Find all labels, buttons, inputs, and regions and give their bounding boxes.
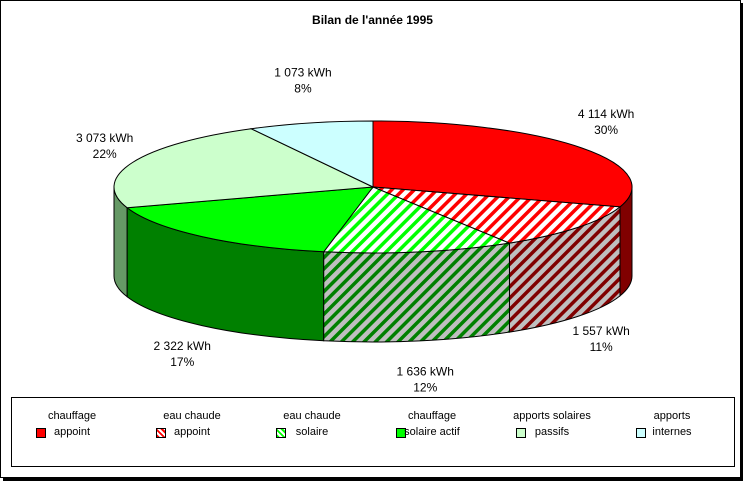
- legend-swatch: [36, 428, 46, 438]
- legend-item-eau-chaude-solaire: eau chaude solaire: [252, 410, 372, 450]
- value-label: 4 114 kWh: [578, 107, 634, 121]
- pie-slice-eau-chaude-appoint: [372, 186, 622, 244]
- legend-label-line2: solaire: [295, 426, 329, 438]
- pie-side-eau-chaude-solaire: [323, 242, 510, 343]
- legend-label-line1: chauffage: [47, 410, 97, 422]
- percent-label: 17%: [170, 355, 194, 369]
- data-label-apports-solaires-passifs: 3 073 kWh 22%: [76, 131, 133, 161]
- value-label: 1 636 kWh: [397, 365, 454, 379]
- legend-item-apports-internes: apports internes: [612, 410, 732, 450]
- percent-label: 12%: [413, 381, 437, 395]
- chart-title: Bilan de l'année 1995: [312, 13, 433, 27]
- legend-label-line2: internes: [652, 426, 692, 438]
- legend-item-apports-solaires-passifs: apports solaires passifs: [492, 410, 612, 450]
- value-label: 3 073 kWh: [76, 131, 133, 145]
- legend: chauffage appoint eau chaude appoint eau cha…: [11, 397, 735, 467]
- legend-label-line1: apports: [653, 410, 691, 422]
- legend-label-line1: apports solaires: [513, 410, 591, 422]
- pie-tops: [113, 120, 633, 254]
- legend-label-line2: passifs: [534, 426, 570, 438]
- legend-label-line1: eau chaude: [163, 410, 221, 422]
- legend-label-line2: solaire actif: [404, 426, 460, 438]
- legend-swatch: [636, 428, 646, 438]
- data-label-apports-internes: 1 073 kWh 8%: [274, 65, 331, 95]
- legend-swatch: [396, 428, 406, 438]
- legend-item-chauffage-solaire-actif: chauffage solaire actif: [372, 410, 492, 450]
- value-label: 1 557 kWh: [572, 324, 629, 338]
- legend-label-line1: eau chaude: [283, 410, 341, 422]
- legend-label-line2: appoint: [53, 426, 91, 438]
- pie-slice-chauffage-appoint: [372, 120, 633, 208]
- legend-item-chauffage-appoint: chauffage appoint: [12, 410, 132, 450]
- pie-slice-apports-internes: [249, 120, 374, 188]
- data-label-chauffage-solaire-actif: 2 322 kWh 17%: [154, 339, 211, 369]
- legend-label-line2: appoint: [173, 426, 211, 438]
- percent-label: 22%: [93, 147, 117, 161]
- pie-slice-apports-solaires-passifs: [113, 128, 375, 209]
- pie-slice-chauffage-solaire-actif: [125, 186, 375, 253]
- legend-swatch: [516, 428, 526, 438]
- data-label-eau-chaude-solaire: 1 636 kWh 12%: [397, 365, 454, 395]
- pie-slice-eau-chaude-solaire: [322, 186, 512, 254]
- percent-label: 30%: [594, 123, 618, 137]
- legend-swatch: [156, 428, 166, 438]
- legend-label-line1: chauffage: [407, 410, 457, 422]
- value-label: 1 073 kWh: [274, 65, 331, 79]
- legend-item-eau-chaude-appoint: eau chaude appoint: [132, 410, 252, 450]
- value-label: 2 322 kWh: [154, 339, 211, 353]
- legend-swatch: [276, 428, 286, 438]
- percent-label: 8%: [294, 81, 312, 95]
- pie-labels: 4 114 kWh 30% 1 557 kWh 11% 1 636 kWh 12% 2 32…: [76, 65, 634, 394]
- data-label-eau-chaude-appoint: 1 557 kWh 11%: [572, 324, 629, 354]
- percent-label: 11%: [590, 340, 613, 354]
- data-label-chauffage-appoint: 4 114 kWh 30%: [578, 107, 634, 137]
